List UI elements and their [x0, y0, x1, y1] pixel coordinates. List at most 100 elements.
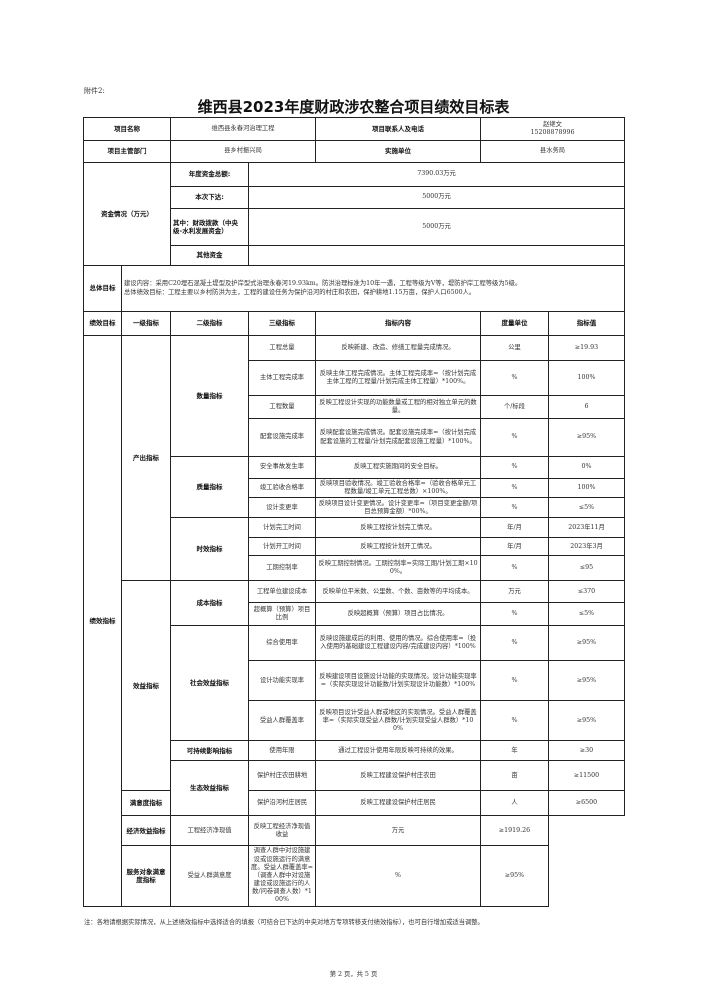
level3-indicator: 设计变更率 — [248, 497, 316, 519]
indicator-content: 反映工程建设保护村庄农田 — [315, 760, 481, 792]
level3-indicator: 配套设施完成率 — [248, 418, 316, 457]
indicator-content: 反映工程按计划完工情况。 — [315, 517, 481, 539]
indicator-unit: % — [480, 555, 549, 582]
funds-item-label: 本次下达: — [170, 186, 249, 209]
indicator-content: 反映工程设计实现的功能数量或工程的相对独立单元的数量。 — [315, 395, 481, 419]
indicator-content: 反映主体工程完成情况。主体工程完成率=（按计划完成主体工程的工程量/计划完成主体… — [315, 360, 481, 396]
indicator-unit: % — [480, 418, 549, 457]
level3-indicator: 综合使用率 — [248, 625, 316, 662]
indicator-value: ≥95% — [480, 845, 549, 907]
level3-indicator: 超概算（预算）项目比例 — [248, 602, 316, 627]
contact-phone: 15208878996 — [530, 129, 575, 136]
level3-indicator: 工期控制率 — [248, 555, 316, 582]
level3-indicator: 计划开工时间 — [248, 537, 316, 557]
goal-label: 总体目标 — [83, 265, 122, 312]
column-header: 二级指标 — [170, 311, 249, 336]
indicator-unit: 公里 — [480, 335, 549, 361]
indicator-unit: 人 — [480, 790, 549, 817]
level3-indicator: 竣工验收合格率 — [248, 477, 316, 499]
contact-value: 赵继文 15208878996 — [479, 117, 626, 141]
indicator-unit: 个/标段 — [480, 395, 549, 419]
indicator-content: 反映新建、改造、修缮工程量完成情况。 — [315, 335, 481, 361]
indicator-content: 反映建设项目设施设计功能的实现情况。设计功能实现率=（实际实现设计功能数/计划实… — [315, 660, 481, 702]
info-row: 项目主管部门 县乡村振兴局 实施单位 县水务局 — [83, 140, 626, 163]
level3-indicator: 工程单位建设成本 — [248, 580, 316, 604]
indicator-value: ≤95 — [547, 555, 626, 582]
funds-item-label: 年度资金总额: — [170, 162, 249, 187]
level2-indicator: 社会效益指标 — [170, 625, 249, 742]
indicator-row: 社会效益指标 综合使用率 反映设施建成后的利用、使用的情况。综合使用率=（投入使用的… — [84, 625, 626, 742]
indicator-value: ≥95% — [547, 700, 626, 742]
indicator-value: ≥95% — [547, 625, 626, 662]
indicator-content: 反映配套设施完成情况。配套设施完成率=（按计划完成配套设施的工程量/计划完成配套… — [315, 418, 481, 457]
funds-item-value: 7390.03万元 — [247, 162, 626, 187]
level3-indicator: 工程总量 — [248, 335, 316, 361]
indicator-value: ≥11500 — [547, 760, 626, 792]
column-header: 三级指标 — [248, 311, 316, 336]
indicator-unit: 亩 — [480, 760, 549, 792]
indicator-row: 经济效益指标 工程经济净现值 反映工程经济净现值收益 万元 ≥1919.26 — [84, 815, 625, 847]
project-name-label: 项目名称 — [83, 117, 171, 141]
indicator-value: 6 — [547, 395, 626, 419]
column-header: 度量单位 — [480, 311, 549, 336]
indicator-row: 配套设施完成率 反映配套设施完成情况。配套设施完成率=（按计划完成配套设施的工程量… — [84, 418, 626, 457]
project-name-value: 维西县永春河治理工程 — [170, 117, 316, 141]
indicator-content: 反映工期控制情况。工期控制率=实际工期/计划工期×100%。 — [315, 555, 481, 582]
indicator-unit: % — [480, 602, 549, 627]
indicator-row: 工程数量 反映工程设计实现的功能数量或工程的相对独立单元的数量。 个/标段 6 — [84, 395, 626, 419]
level3-indicator: 受益人群覆盖率 — [248, 700, 316, 742]
funds-item-label: 其中：财政拨款（中央级-水利发展资金） — [170, 208, 249, 246]
indicator-value: ≥95% — [547, 660, 626, 702]
indicator-value: ≥30 — [547, 740, 626, 762]
indicator-value: 2023年3月 — [547, 537, 626, 557]
indicator-content: 反映工程经济净现值收益 — [248, 815, 316, 847]
info-row: 项目名称 维西县永春河治理工程 项目联系人及电话 赵继文 15208878996 — [83, 117, 626, 141]
level2-indicator: 可持续影响指标 — [170, 740, 249, 762]
indicator-content: 反映设施建成后的利用、使用的情况。综合使用率=（投入使用的基础建设工程建设内容/… — [315, 625, 481, 662]
indicator-row: 可持续影响指标 使用年限 通过工程设计使用年限反映可持续的效果。年 ≥30 — [84, 740, 626, 762]
indicator-content: 反映项目设计受益人群或地区的实现情况。受益人群覆盖率=（实际实现受益人群数/计划… — [315, 700, 481, 742]
page-title: 维西县2023年度财政涉农整合项目绩效目标表 — [197, 98, 510, 116]
indicator-value: ≥95% — [547, 418, 626, 457]
level2-indicator: 时效指标 — [170, 517, 249, 582]
indicator-row: 服务对象满意度指标 受益人群满意度 调查人群中对设施建设或设施运行的满意度。受益人群… — [84, 845, 625, 907]
indicator-row: 生态效益指标 保护村庄农田耕地 反映工程建设保护村庄农田亩 ≥11500 — [84, 760, 626, 817]
page-number: 第 2 页，共 5 页 — [329, 971, 378, 979]
contact-name: 赵继文 — [543, 120, 562, 128]
indicator-value: ≥1919.26 — [480, 815, 549, 847]
indicator-value: 100% — [547, 360, 626, 396]
indicator-unit: % — [480, 477, 549, 499]
level3-indicator: 保护沿河村庄居民 — [248, 790, 316, 817]
level2-indicator: 数量指标 — [170, 335, 249, 457]
indicator-row: 绩效指标 产出指标 数量指标 工程总量 反映新建、改造、修缮工程量完成情况。 公里 ≥19.… — [83, 334, 626, 907]
level1-indicator: 产出指标 — [121, 334, 171, 582]
level2-indicator: 生态效益指标 — [170, 760, 249, 817]
header-row: 绩效目标 一级指标 二级指标 三级指标 指标内容 度量单位 指标值 — [83, 311, 626, 336]
level3-indicator: 工程数量 — [248, 395, 316, 419]
indicator-content: 反映工程实施期间的安全目标。 — [315, 456, 481, 479]
footnote: 注：各地请根据实际情况，从上述绩效指标中选择适合的填报（可结合已下达的中央对地方… — [84, 918, 484, 926]
level3-indicator: 设计功能实现率 — [248, 660, 316, 702]
level2-indicator: 服务对象满意度指标 — [121, 845, 171, 907]
performance-table: 项目名称 维西县永春河治理工程 项目联系人及电话 赵继文 15208878996 … — [83, 117, 626, 907]
level3-indicator: 计划完工时间 — [248, 517, 316, 539]
indicator-content: 反映项目验收情况。竣工验收合格率=（验收合格单元工程数量/竣工单元工程总数）×1… — [315, 477, 481, 499]
indicator-row: 工期控制率 反映工期控制情况。工期控制率=实际工期/计划工期×100%。% ≤95 — [84, 555, 626, 582]
level2-indicator: 成本指标 — [170, 580, 249, 627]
goal-line: 建设内容：采用C20埋石混凝土堤型及护岸型式治理永春河19.93km。防洪治理标… — [124, 280, 522, 288]
level3-indicator: 主体工程完成率 — [248, 360, 316, 396]
funds-row: 资金情况（万元） 年度资金总额: 7390.03万元 — [83, 162, 626, 266]
funds-item-value: 5000万元 — [247, 186, 626, 209]
indicator-unit: % — [315, 845, 481, 907]
goal-line: 总体绩效目标：工程主要以乡村防洪为主，工程的建设任务为保护沿河的村庄和农田，保护… — [124, 288, 476, 296]
dept-label: 项目主管部门 — [83, 140, 171, 163]
indicator-content: 反映工程建设保护村庄居民 — [315, 790, 481, 817]
level1-indicator: 满意度指标 — [121, 790, 171, 817]
indicator-unit: 年/月 — [480, 517, 549, 539]
indicator-value: ≥6500 — [547, 790, 626, 817]
indicator-value: ≤5% — [547, 497, 626, 519]
indicator-unit: % — [480, 700, 549, 742]
funds-item-value — [247, 245, 626, 266]
level2-indicator: 质量指标 — [170, 455, 249, 519]
goal-row: 总体目标 建设内容：采用C20埋石混凝土堤型及护岸型式治理永春河19.93km。… — [83, 265, 626, 312]
